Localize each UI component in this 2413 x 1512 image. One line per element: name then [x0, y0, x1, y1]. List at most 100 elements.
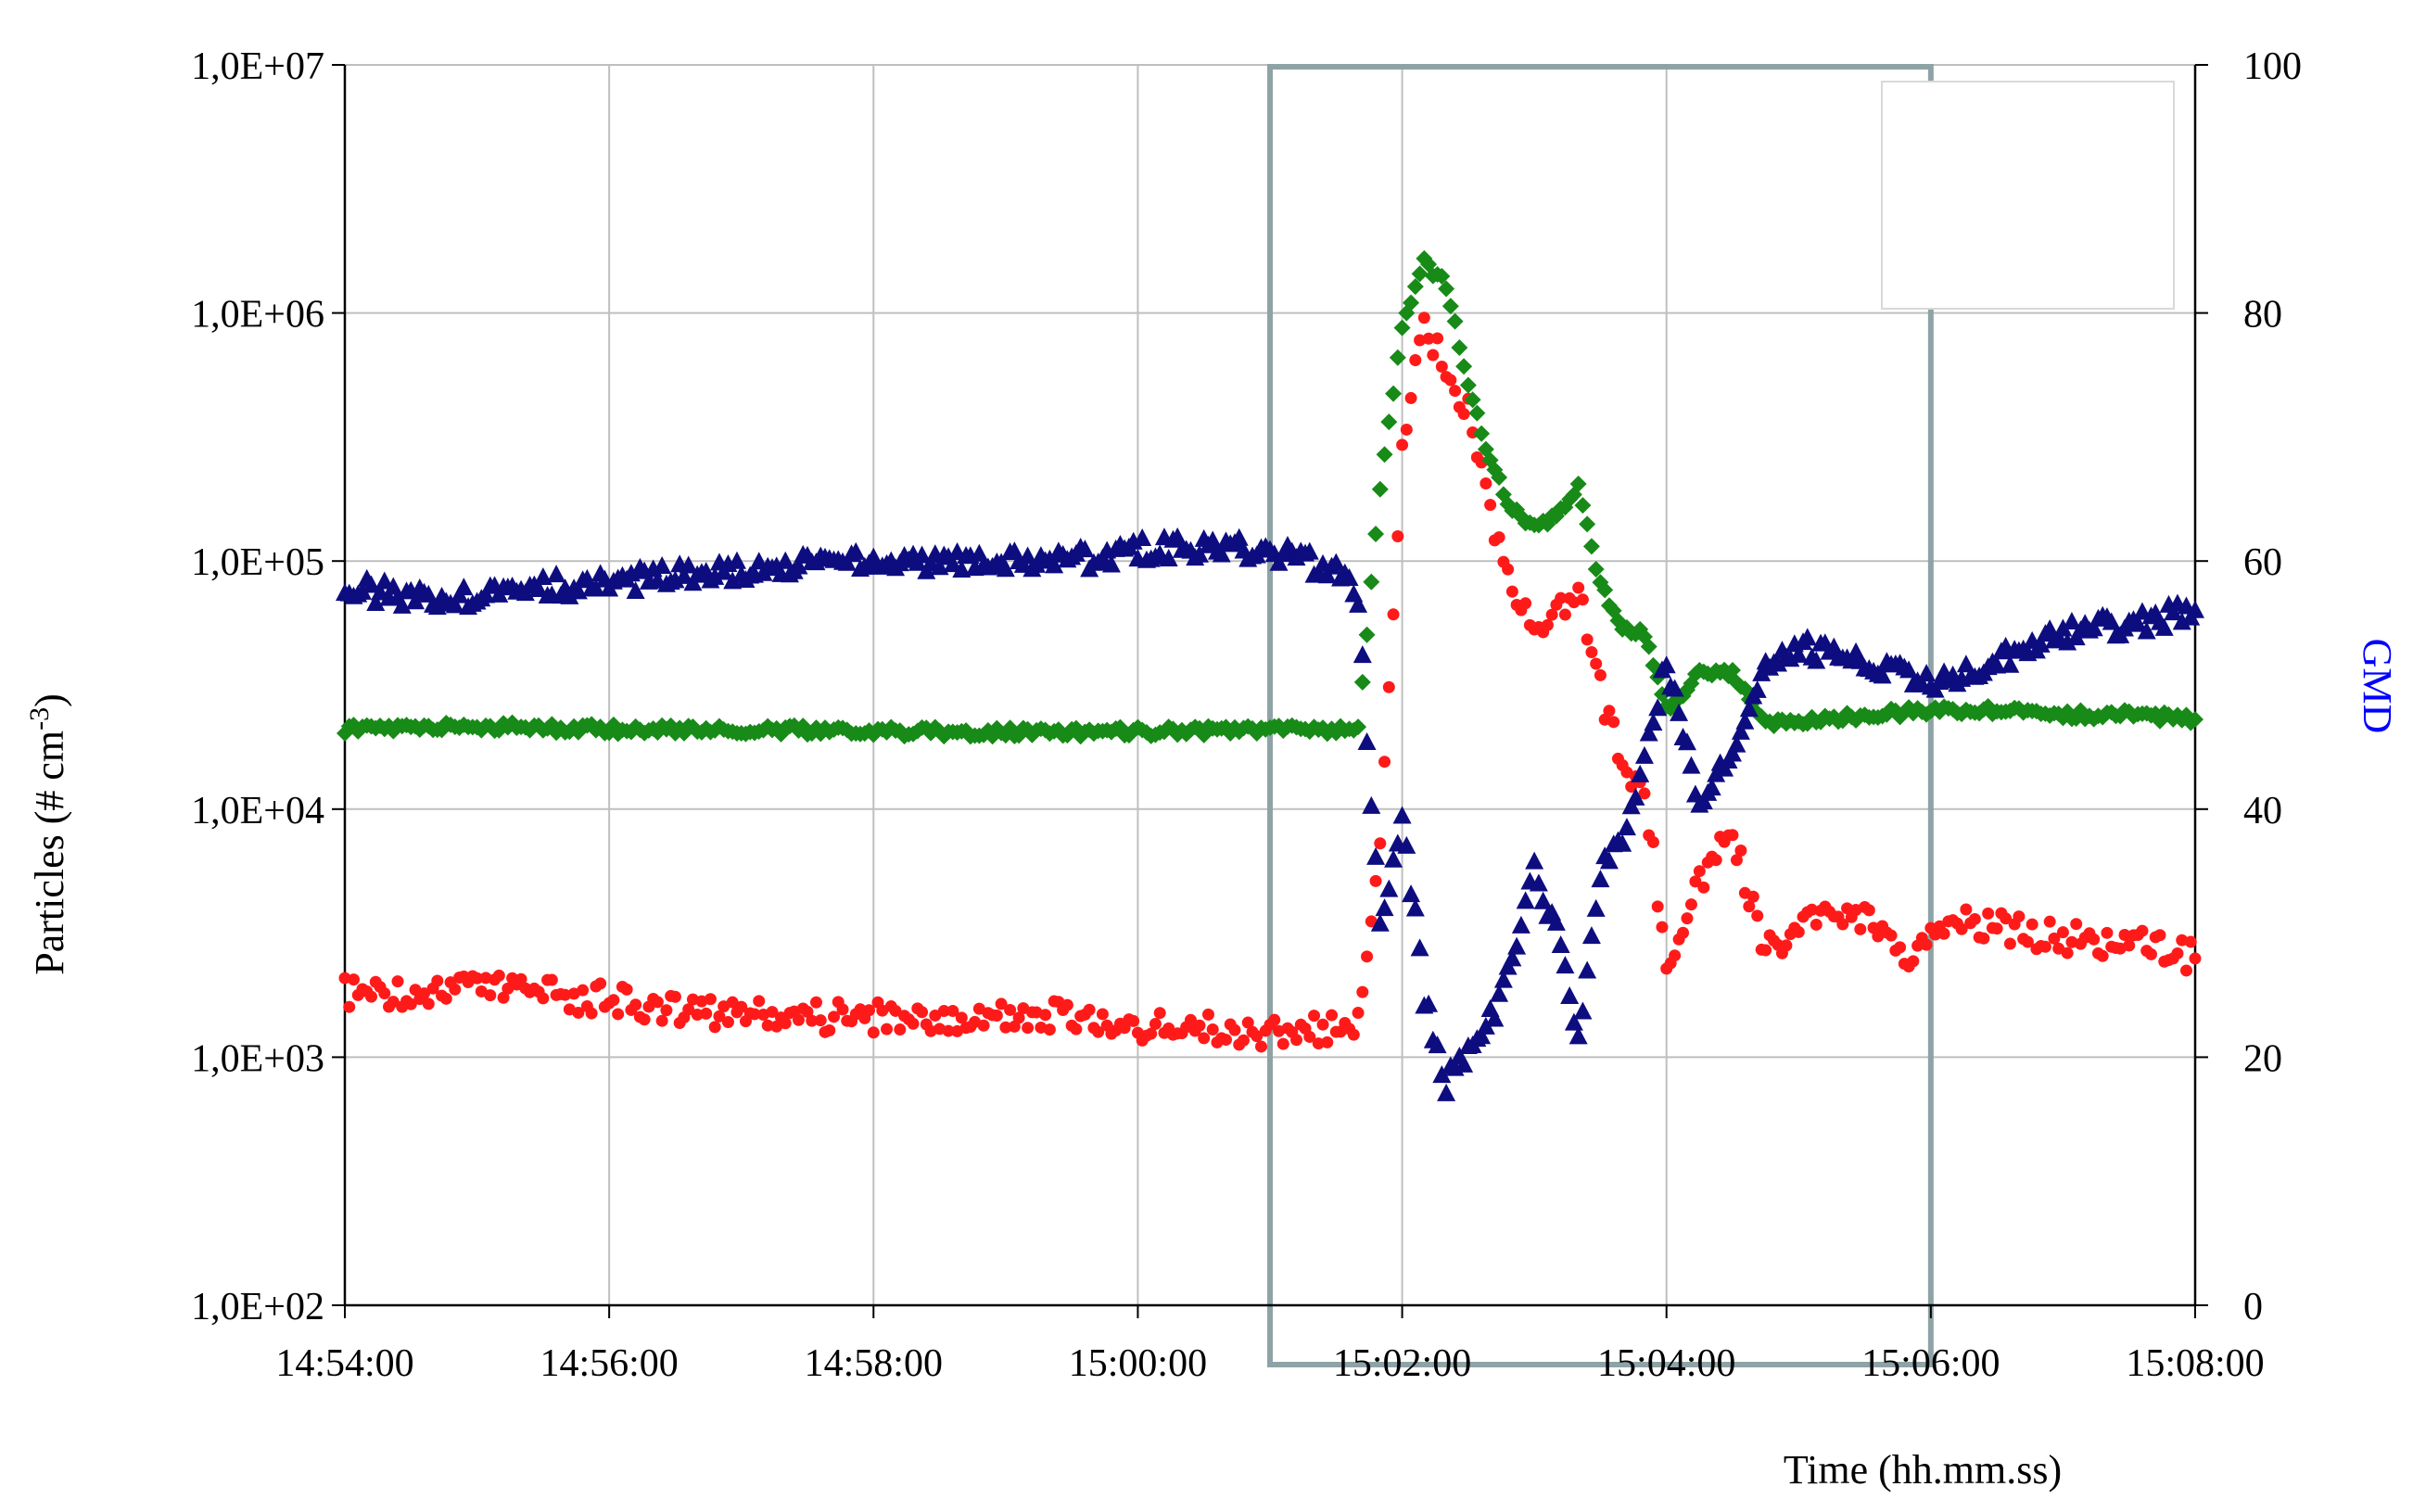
data-point-diamond — [1491, 468, 1508, 486]
data-point-triangle — [533, 567, 552, 586]
data-point-circle — [1092, 1025, 1105, 1038]
data-point-triangle — [2053, 618, 2073, 637]
data-point-diamond — [1441, 298, 1459, 315]
data-point-triangle — [2128, 614, 2148, 632]
data-point-circle — [1502, 563, 1515, 576]
data-point-circle — [1039, 1009, 1052, 1022]
data-point-triangle — [1340, 567, 1359, 586]
data-point-triangle — [723, 571, 743, 590]
y-left-tick-label: 1,0E+02 — [191, 1286, 324, 1328]
data-point-triangle — [1739, 699, 1759, 718]
data-point-circle — [990, 1009, 1003, 1022]
data-point-circle — [1308, 1010, 1321, 1023]
data-point-triangle — [1485, 1009, 1505, 1027]
data-point-circle — [1241, 1016, 1254, 1029]
data-point-diamond — [1579, 515, 1596, 533]
data-point-triangle — [952, 559, 972, 578]
data-point-triangle — [1101, 554, 1121, 573]
data-point-circle — [1060, 998, 1073, 1011]
data-points — [336, 249, 2204, 1101]
data-point-triangle — [375, 571, 394, 590]
data-point-circle — [660, 1004, 673, 1017]
y-left-tick-label: 1,0E+06 — [191, 294, 324, 337]
data-point-triangle — [1362, 795, 1381, 814]
data-point-triangle — [586, 578, 605, 597]
data-point-circle — [1697, 881, 1710, 894]
data-point-diamond — [1363, 573, 1380, 591]
data-point-circle — [1251, 1030, 1264, 1043]
data-point-triangle — [529, 579, 549, 598]
x-tick-label: 14:58:00 — [805, 1342, 943, 1385]
data-point-circle — [1184, 1013, 1197, 1026]
data-point-circle — [889, 1004, 902, 1017]
data-point-circle — [449, 983, 462, 996]
data-point-circle — [1268, 1013, 1281, 1026]
data-point-triangle — [1591, 870, 1610, 888]
data-point-circle — [1276, 1037, 1289, 1050]
data-point-circle — [1070, 1023, 1083, 1036]
data-point-triangle — [1747, 680, 1767, 698]
data-point-circle — [2171, 947, 2184, 959]
data-point-circle — [1693, 865, 1706, 878]
data-point-circle — [1004, 1003, 1017, 1016]
y-right-tick-label: 80 — [2243, 294, 2282, 337]
data-point-circle — [577, 984, 590, 997]
data-point-circle — [682, 1003, 695, 1016]
data-point-triangle — [1873, 666, 1892, 684]
data-point-circle — [2056, 926, 2069, 939]
data-point-diamond — [1385, 385, 1403, 402]
data-point-circle — [881, 1023, 894, 1036]
data-point-triangle — [943, 554, 962, 573]
data-point-triangle — [2137, 621, 2156, 640]
data-point-circle — [497, 991, 510, 1004]
data-point-circle — [863, 1004, 876, 1017]
data-point-circle — [1862, 904, 1875, 917]
data-point-triangle — [547, 565, 566, 583]
data-point-circle — [365, 990, 378, 1003]
data-point-circle — [2088, 933, 2101, 946]
data-point-circle — [2038, 940, 2051, 953]
data-point-circle — [1792, 925, 1805, 938]
data-point-circle — [1920, 938, 1933, 951]
data-point-triangle — [996, 559, 1015, 578]
data-point-circle — [1369, 874, 1382, 887]
data-point-circle — [1219, 1034, 1232, 1047]
data-point-triangle — [1516, 891, 1535, 909]
data-point-circle — [1396, 438, 1409, 451]
data-point-circle — [1361, 950, 1374, 963]
data-point-triangle — [2062, 612, 2081, 630]
data-point-triangle — [2172, 612, 2191, 630]
data-point-triangle — [912, 545, 932, 564]
data-point-circle — [1387, 608, 1400, 621]
data-point-circle — [1806, 903, 1819, 916]
data-point-circle — [907, 1017, 920, 1030]
data-point-triangle — [476, 585, 496, 604]
data-point-diamond — [1403, 294, 1420, 311]
data-point-circle — [977, 1019, 990, 1032]
data-point-triangle — [1159, 549, 1178, 567]
data-point-triangle — [1490, 984, 1509, 1002]
data-point-triangle — [674, 565, 693, 584]
y-axis-title-left-main: Particles (# cm — [27, 731, 72, 975]
data-point-circle — [713, 1010, 726, 1023]
data-point-triangle — [1586, 898, 1606, 917]
data-point-circle — [1321, 1036, 1334, 1048]
data-point-circle — [1431, 332, 1444, 345]
data-point-circle — [1254, 1040, 1267, 1053]
data-point-circle — [1290, 1034, 1303, 1047]
data-point-circle — [1492, 531, 1505, 544]
data-point-circle — [1885, 929, 1898, 942]
data-point-circle — [1193, 1019, 1206, 1032]
data-point-circle — [594, 977, 607, 990]
data-point-circle — [1400, 423, 1413, 436]
data-point-diamond — [1406, 278, 1424, 296]
data-point-triangle — [1956, 654, 1975, 673]
data-point-triangle — [1317, 565, 1337, 584]
data-point-diamond — [1380, 413, 1398, 431]
data-point-triangle — [1702, 778, 1721, 796]
data-point-diamond — [1640, 638, 1657, 655]
data-point-circle — [1022, 1022, 1035, 1035]
data-point-diamond — [1376, 446, 1393, 464]
data-point-circle — [612, 1008, 625, 1021]
data-point-circle — [704, 993, 717, 1006]
